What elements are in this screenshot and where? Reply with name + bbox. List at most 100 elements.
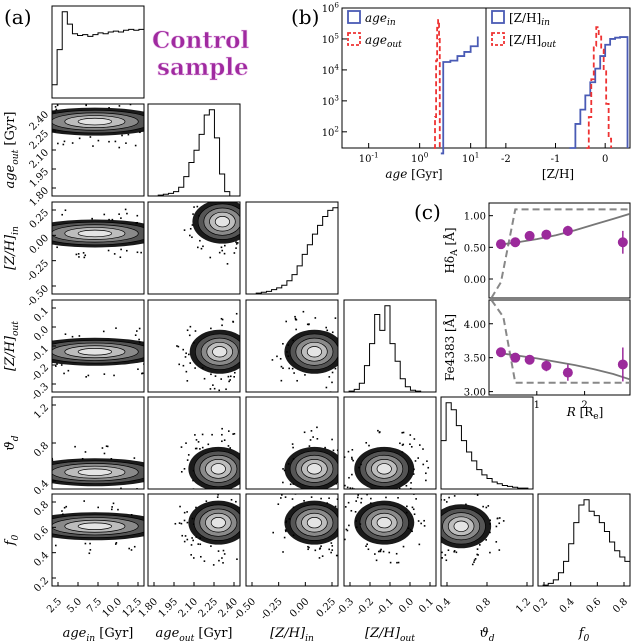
outlier-sample-point (247, 350, 249, 352)
outlier-sample-point (134, 490, 136, 492)
outlier-sample-point (290, 501, 292, 503)
outlier-sample-point (172, 231, 174, 233)
outlier-sample-point (192, 469, 195, 472)
outlier-sample-point (25, 103, 27, 105)
profile-subpanel-1: 0.00 0.50 1.00 HδA [Å] (442, 202, 631, 299)
corner-cell-frame (245, 201, 339, 295)
outlier-sample-point (105, 445, 108, 447)
outlier-sample-point (165, 240, 167, 242)
outlier-sample-point (438, 544, 440, 546)
outlier-sample-point (252, 521, 254, 523)
outlier-sample-point (250, 498, 252, 500)
outlier-sample-point (78, 137, 81, 140)
x-tick-label-age_out: 1.80 (137, 596, 161, 620)
outlier-sample-point (385, 496, 387, 499)
histogram-x-label: [Z/H] (542, 167, 574, 181)
outlier-sample-point (158, 535, 160, 537)
outlier-sample-point (382, 550, 385, 553)
outlier-sample-point (281, 491, 283, 493)
outlier-sample-point (326, 502, 328, 504)
outlier-sample-point (189, 227, 192, 230)
outlier-sample-point (165, 360, 167, 362)
outlier-sample-point (487, 505, 490, 507)
outlier-sample-point (346, 498, 348, 500)
outlier-sample-point (212, 564, 215, 566)
outlier-sample-point (175, 340, 177, 342)
outlier-sample-point (346, 477, 348, 479)
outlier-sample-point (118, 146, 121, 149)
outlier-sample-point (169, 467, 171, 469)
outlier-sample-point (101, 447, 104, 449)
outlier-sample-point (369, 496, 371, 498)
outlier-sample-point (307, 491, 309, 493)
outlier-sample-point (310, 430, 313, 432)
outlier-sample-point (342, 320, 344, 322)
outlier-sample-point (161, 116, 163, 118)
outlier-sample-point (125, 142, 127, 144)
outlier-sample-point (24, 232, 26, 234)
outlier-sample-point (352, 363, 354, 365)
outlier-sample-point (409, 434, 412, 436)
x-tick-label-f0: 0.2 (531, 596, 550, 615)
outlier-sample-point (314, 317, 317, 319)
y-tick-label-age_out: 2.40 (28, 109, 52, 133)
outlier-sample-point (227, 445, 230, 447)
outlier-sample-point (282, 551, 284, 553)
x-tick-label-theta_d: 0.8 (474, 596, 493, 615)
outlier-sample-point (344, 538, 346, 541)
outlier-sample-point (180, 226, 182, 228)
outlier-sample-point (183, 540, 186, 543)
outlier-sample-point (151, 135, 153, 137)
outlier-sample-point (221, 249, 224, 252)
outlier-sample-point (145, 533, 147, 535)
outlier-sample-point (201, 367, 204, 369)
outlier-sample-point (247, 216, 249, 218)
outlier-sample-point (136, 99, 138, 101)
outlier-sample-point (161, 239, 163, 241)
outlier-sample-point (84, 542, 87, 545)
outlier-sample-point (45, 144, 47, 146)
outlier-sample-point (183, 133, 185, 135)
outlier-sample-point (115, 327, 117, 329)
histogram-x-label: age [Gyr] (385, 167, 442, 181)
outlier-sample-point (224, 244, 226, 247)
marginal-histogram-theta_d (440, 402, 533, 490)
outlier-sample-point (134, 144, 137, 147)
y-tick-label-f0: 0.6 (32, 525, 51, 544)
density-contour-level-5 (77, 229, 113, 238)
x-axis-label-theta_d: ϑd (479, 626, 494, 642)
outlier-sample-point (31, 513, 33, 515)
outlier-sample-point (71, 335, 74, 338)
outlier-sample-point (217, 550, 220, 552)
outlier-sample-point (330, 542, 333, 544)
outlier-sample-point (54, 544, 57, 547)
y-tick-label-ZH_in: -0.50 (25, 283, 51, 309)
outlier-sample-point (417, 520, 420, 522)
outlier-sample-point (221, 324, 223, 327)
outlier-sample-point (46, 100, 48, 102)
outlier-sample-point (279, 357, 282, 360)
outlier-sample-point (402, 443, 405, 446)
outlier-sample-point (71, 142, 74, 144)
histogram-frame (341, 7, 487, 149)
outlier-sample-point (4, 531, 6, 533)
outlier-sample-point (422, 463, 425, 466)
outlier-sample-point (192, 539, 194, 542)
outlier-sample-point (221, 318, 224, 321)
model-profile-line (498, 352, 630, 381)
outlier-sample-point (31, 474, 33, 476)
prior-envelope-line (490, 300, 630, 384)
outlier-sample-point (358, 466, 360, 469)
outlier-sample-point (360, 497, 363, 500)
outlier-sample-point (307, 548, 309, 551)
outlier-sample-point (193, 206, 195, 208)
outlier-sample-point (209, 256, 212, 259)
x-tick-label-f0: 0.8 (611, 596, 630, 615)
outlier-sample-point (412, 508, 415, 511)
outlier-sample-point (495, 525, 498, 528)
outlier-sample-point (135, 222, 138, 224)
outlier-sample-point (360, 501, 362, 504)
legend-entry-[Z/H]_in: [Z/H]in (509, 11, 550, 28)
outlier-sample-point (145, 372, 147, 374)
outlier-sample-point (247, 534, 249, 536)
